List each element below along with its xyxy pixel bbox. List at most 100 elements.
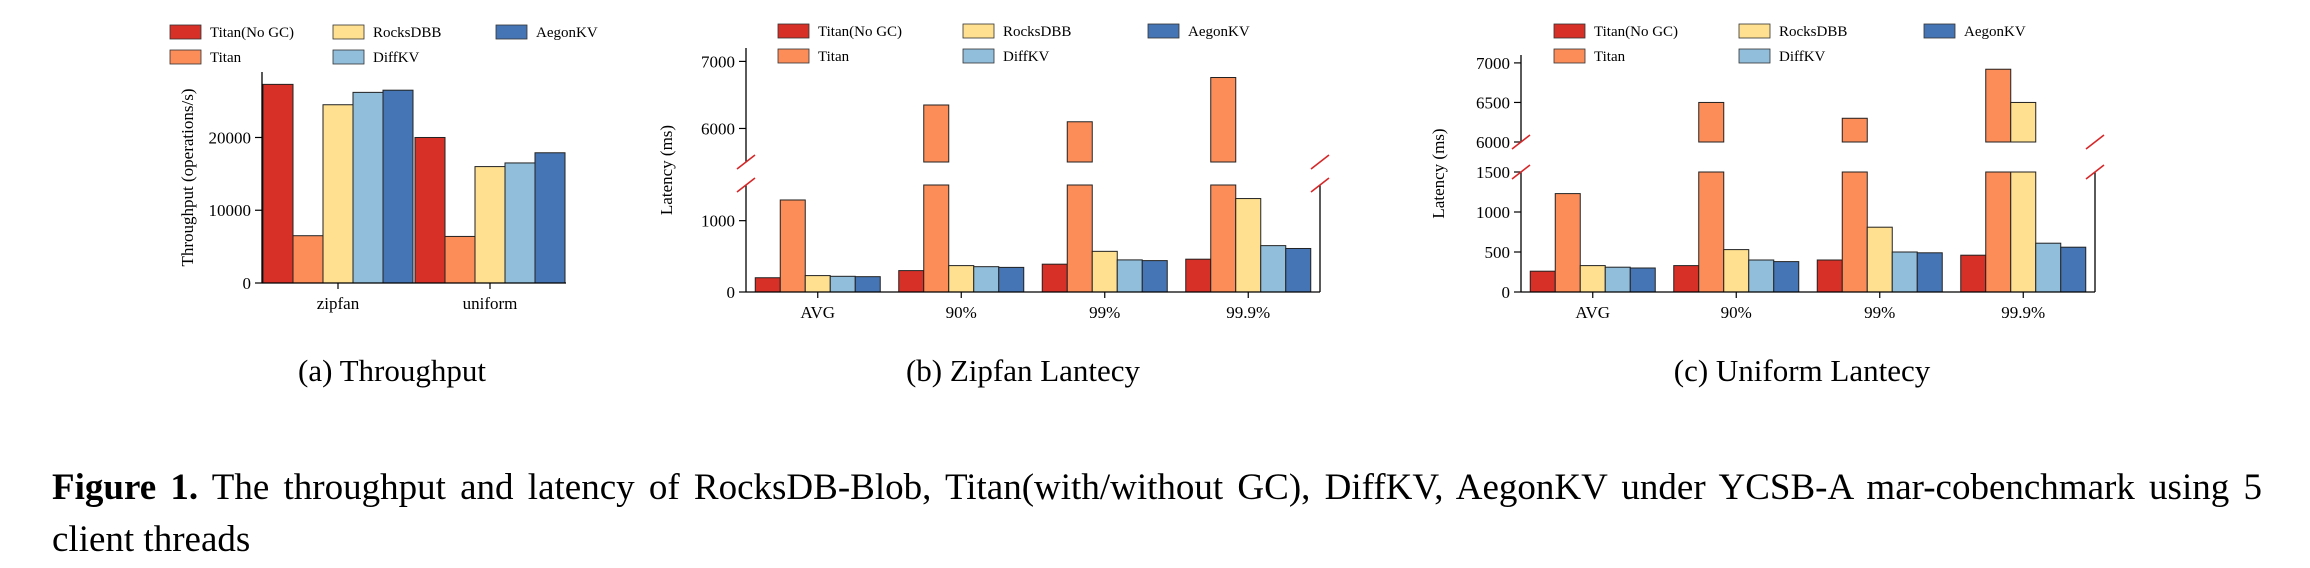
legend-label-diffkv: DiffKV [373, 50, 420, 66]
bar-diffkv-avg [829, 275, 856, 293]
legend-label-titan: Titan [1594, 49, 1626, 65]
legend-label-titan-no-gc: Titan(No GC) [818, 24, 902, 40]
bar-titan-no-gc-99 [1041, 263, 1068, 293]
axis-break-mark [1310, 154, 1330, 170]
axis-break-mark [1511, 164, 1531, 180]
legend-label-titan: Titan [818, 49, 850, 65]
bar-diffkv-zipfan [352, 91, 384, 284]
bar-aegonkv-99 [1141, 260, 1168, 293]
bar-titan-avg [779, 199, 806, 293]
legend-label-diffkv: DiffKV [1779, 49, 1826, 65]
legend-swatch-titan-no-gc [1553, 23, 1586, 39]
bar-titan-99-upper [1841, 117, 1868, 143]
y-tick-label: 0 [727, 283, 736, 302]
legend-swatch-titan [1553, 48, 1586, 64]
legend-label-rocksdbb: RocksDBB [1779, 24, 1847, 40]
x-tick-label-99-9: 99.9% [1226, 303, 1270, 322]
legend-swatch-rocksdbb [332, 24, 365, 40]
axis-break-mark [2085, 164, 2105, 180]
legend-label-diffkv: DiffKV [1003, 49, 1050, 65]
legend-label-aegonkv: AegonKV [536, 25, 598, 41]
bar-diffkv-99 [1116, 259, 1143, 293]
bar-aegonkv-90 [1773, 261, 1800, 293]
bar-aegonkv-99-9 [2060, 246, 2087, 293]
axis-break-mark [736, 154, 756, 170]
bar-titan-90-lower [923, 184, 950, 293]
legend-swatch-titan [169, 49, 202, 65]
axis-break-mark [1511, 134, 1531, 150]
bar-rocksdbb-uniform [474, 166, 506, 284]
bar-diffkv-90 [1748, 259, 1775, 293]
y-tick-label: 1000 [1476, 203, 1510, 222]
axis-break-mark [2085, 134, 2105, 150]
axis-break-mark [1310, 177, 1330, 193]
x-tick-label-90: 90% [1721, 303, 1752, 322]
bar-rocksdbb-90 [1723, 249, 1750, 293]
bar-rocksdbb-avg [804, 275, 831, 293]
bar-titan-no-gc-avg [754, 277, 781, 293]
legend-label-aegonkv: AegonKV [1964, 24, 2026, 40]
bar-titan-no-gc-99 [1816, 259, 1843, 293]
bar-diffkv-99-9 [2035, 242, 2062, 293]
legend-swatch-diffkv [1738, 48, 1771, 64]
legend-swatch-aegonkv [1923, 23, 1956, 39]
bar-titan-99-lower [1066, 184, 1093, 293]
bar-titan-99-9-upper [1210, 77, 1237, 163]
bar-aegonkv-zipfan [382, 89, 414, 284]
uniform-latency-chart: Titan(No GC) RocksDBB AegonKV Titan DiffKV 0 5… [1429, 23, 2105, 388]
legend-swatch-rocksdbb [1738, 23, 1771, 39]
y-tick-label: 10000 [209, 201, 252, 220]
bar-titan-no-gc-avg [1529, 270, 1556, 293]
bar-titan-no-gc-99-9 [1960, 254, 1987, 293]
legend-label-rocksdbb: RocksDBB [1003, 24, 1071, 40]
bar-rocksdbb-99-9 [1235, 198, 1262, 293]
throughput-chart: Titan(No GC) RocksDBB AegonKV Titan DiffKV 0 1… [169, 24, 598, 388]
bar-diffkv-90 [973, 266, 1000, 293]
bar-titan-99-lower [1841, 171, 1868, 293]
y-tick-label: 500 [1485, 243, 1511, 262]
axis-break-mark [736, 177, 756, 193]
legend-swatch-diffkv [962, 48, 995, 64]
bar-diffkv-99-9 [1260, 245, 1287, 293]
x-tick-label-99-9: 99.9% [2001, 303, 2045, 322]
bar-aegonkv-99 [1916, 252, 1943, 293]
x-tick-label-avg: AVG [1575, 303, 1610, 322]
legend-label-aegonkv: AegonKV [1188, 24, 1250, 40]
bar-rocksdbb-avg [1579, 265, 1606, 293]
y-tick-label: 7000 [1476, 54, 1510, 73]
bar-rocksdbb-99-9-lower [2010, 171, 2037, 293]
bar-titan-zipfan [292, 235, 324, 284]
bar-titan-99-9-lower [1985, 171, 2012, 293]
bar-titan-no-gc-90 [898, 270, 925, 293]
sub-caption-a: (a) Throughput [298, 353, 486, 388]
figure-caption-label: Figure 1. [52, 467, 199, 508]
legend-swatch-rocksdbb [962, 23, 995, 39]
y-tick-label: 1500 [1476, 163, 1510, 182]
legend-swatch-diffkv [332, 49, 365, 65]
bar-titan-avg [1554, 193, 1581, 293]
y-tick-label: 6000 [1476, 133, 1510, 152]
y-tick-label: 0 [1502, 283, 1511, 302]
bar-aegonkv-avg [1629, 267, 1656, 293]
zipfan-latency-chart: Titan(No GC) RocksDBB AegonKV Titan DiffKV 0 1… [657, 23, 1330, 388]
bar-aegonkv-90 [998, 266, 1025, 293]
bar-rocksdbb-99-9-upper [2010, 101, 2037, 143]
bar-aegonkv-avg [854, 276, 881, 293]
bar-diffkv-uniform [504, 162, 536, 284]
legend-label-titan-no-gc: Titan(No GC) [1594, 24, 1678, 40]
bar-titan-99-upper [1066, 121, 1093, 163]
legend-label-titan-no-gc: Titan(No GC) [210, 25, 294, 41]
y-axis-label: Latency (ms) [657, 125, 676, 215]
y-tick-label: 7000 [701, 52, 735, 71]
y-tick-label: 0 [243, 274, 252, 293]
bar-titan-no-gc-uniform [414, 136, 446, 284]
x-tick-label-99: 99% [1089, 303, 1120, 322]
x-tick-label-99: 99% [1864, 303, 1895, 322]
x-tick-label-90: 90% [946, 303, 977, 322]
legend-swatch-aegonkv [495, 24, 528, 40]
legend-label-rocksdbb: RocksDBB [373, 25, 441, 41]
legend-swatch-aegonkv [1147, 23, 1180, 39]
bar-titan-no-gc-zipfan [262, 83, 294, 284]
bar-aegonkv-99-9 [1285, 247, 1312, 293]
